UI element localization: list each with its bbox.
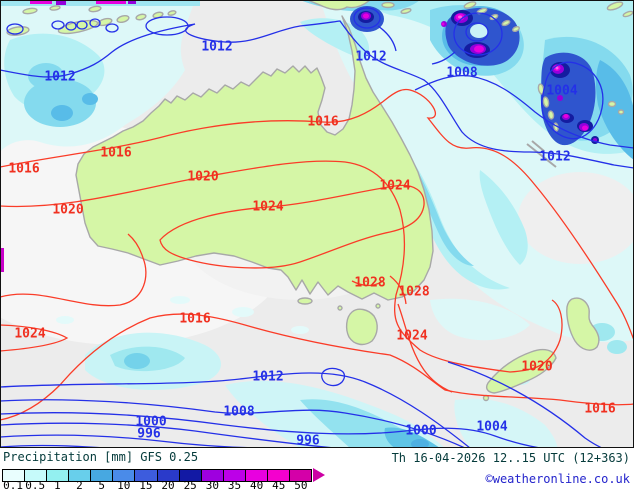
colorbar-cell <box>69 470 92 481</box>
colorbar-tick-label: 20 <box>161 479 175 490</box>
colorbar-cell <box>245 470 268 481</box>
pacific-islands <box>463 1 634 132</box>
colorbar-tick-label: 5 <box>98 479 105 490</box>
australia-landmass <box>75 15 434 301</box>
colorbar-tick-label: 1 <box>54 479 61 490</box>
colorbar-cell <box>135 470 158 481</box>
new-caledonia <box>526 140 557 168</box>
tasmania <box>345 308 378 346</box>
colorbar-cell <box>3 470 26 481</box>
indonesia-islands <box>6 5 177 36</box>
colorbar-cell <box>91 470 114 481</box>
colorbar-tick-label: 0.1 <box>3 479 23 490</box>
copyright-text: ©weatheronline.co.uk <box>485 472 631 486</box>
colorbar-tick-label: 15 <box>139 479 153 490</box>
legend-title: Precipitation [mm] GFS 0.25 <box>3 450 199 464</box>
precipitation-shading <box>0 0 634 448</box>
landmasses <box>6 0 634 402</box>
colorbar-cell <box>201 470 224 481</box>
forecast-datetime: Th 16-04-2026 12..15 UTC (12+363) <box>391 451 630 465</box>
colorbar-tick-label: 2 <box>76 479 83 490</box>
nz-north-island <box>566 297 600 351</box>
new-guinea <box>307 0 371 11</box>
colorbar-tick-label: 50 <box>294 479 308 490</box>
precipitation-pressure-map <box>0 0 634 448</box>
colorbar-ticks: 0.1 0.5 1 2 5 10 15 20 25 30 35 40 45 50 <box>2 480 312 490</box>
colorbar-cell <box>157 470 180 481</box>
isobars-red <box>0 88 634 421</box>
colorbar <box>2 469 312 482</box>
isobars-blue <box>0 7 634 448</box>
colorbar-tick-label: 30 <box>205 479 219 490</box>
colorbar-tick-label: 40 <box>249 479 264 490</box>
colorbar-tick-label: 0.5 <box>25 479 46 490</box>
colorbar-cell <box>179 470 202 481</box>
colorbar-tick-label: 45 <box>272 479 286 490</box>
colorbar-tick-label: 25 <box>183 479 197 490</box>
colorbar-tick-label: 35 <box>227 479 242 490</box>
colorbar-cell <box>290 470 312 481</box>
colorbar-cell <box>267 470 291 481</box>
colorbar-tick-label: 10 <box>117 479 131 490</box>
colorbar-cell <box>25 470 48 481</box>
colorbar-cell <box>223 470 246 481</box>
colorbar-overflow-arrow <box>313 468 325 482</box>
colorbar-cell <box>113 470 136 481</box>
colorbar-cell <box>47 470 70 481</box>
